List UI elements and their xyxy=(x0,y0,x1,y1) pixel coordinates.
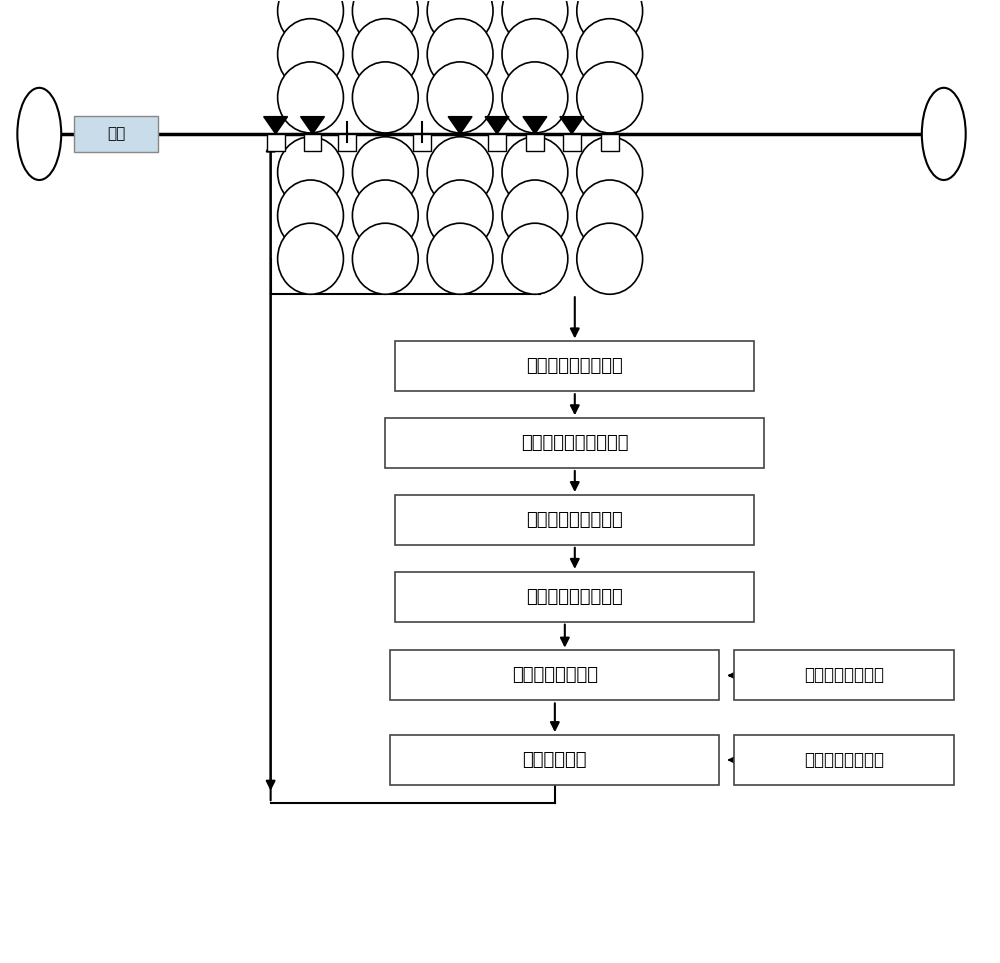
Ellipse shape xyxy=(577,223,643,295)
Polygon shape xyxy=(523,117,547,134)
FancyBboxPatch shape xyxy=(734,650,954,700)
Polygon shape xyxy=(485,117,509,134)
Text: 酸洗: 酸洗 xyxy=(107,126,125,142)
Ellipse shape xyxy=(352,223,418,295)
Bar xyxy=(601,134,619,151)
Ellipse shape xyxy=(352,0,418,46)
Ellipse shape xyxy=(427,223,493,295)
FancyBboxPatch shape xyxy=(74,116,158,152)
Ellipse shape xyxy=(278,180,343,251)
FancyBboxPatch shape xyxy=(385,418,764,468)
Ellipse shape xyxy=(502,137,568,208)
Ellipse shape xyxy=(502,62,568,133)
Text: 平坦度测量数据预处理: 平坦度测量数据预处理 xyxy=(521,434,629,452)
Ellipse shape xyxy=(17,88,61,180)
Ellipse shape xyxy=(352,180,418,251)
Bar xyxy=(563,134,581,151)
Ellipse shape xyxy=(577,62,643,133)
Ellipse shape xyxy=(278,18,343,90)
Ellipse shape xyxy=(577,137,643,208)
Ellipse shape xyxy=(922,88,966,180)
Ellipse shape xyxy=(577,180,643,251)
Text: 各区域平坦度评价: 各区域平坦度评价 xyxy=(512,666,598,685)
Bar xyxy=(488,134,506,151)
Bar xyxy=(413,134,431,151)
FancyBboxPatch shape xyxy=(390,650,719,700)
Ellipse shape xyxy=(352,62,418,133)
Ellipse shape xyxy=(278,62,343,133)
Text: 平坦度数据区域识别: 平坦度数据区域识别 xyxy=(526,511,623,529)
Ellipse shape xyxy=(278,0,343,46)
FancyBboxPatch shape xyxy=(395,572,754,622)
Ellipse shape xyxy=(427,18,493,90)
Polygon shape xyxy=(448,117,472,134)
Ellipse shape xyxy=(427,0,493,46)
FancyBboxPatch shape xyxy=(390,735,719,785)
Ellipse shape xyxy=(502,223,568,295)
Text: 工艺人员核实结果: 工艺人员核实结果 xyxy=(804,751,884,769)
Ellipse shape xyxy=(278,223,343,295)
Bar xyxy=(267,134,285,151)
Ellipse shape xyxy=(502,0,568,46)
Polygon shape xyxy=(264,117,288,134)
Bar xyxy=(304,134,321,151)
Ellipse shape xyxy=(427,180,493,251)
FancyBboxPatch shape xyxy=(395,495,754,545)
Text: 工艺人员确定标准: 工艺人员确定标准 xyxy=(804,666,884,685)
FancyBboxPatch shape xyxy=(734,735,954,785)
Bar xyxy=(526,134,544,151)
Ellipse shape xyxy=(352,137,418,208)
Ellipse shape xyxy=(502,18,568,90)
Polygon shape xyxy=(301,117,324,134)
Bar xyxy=(338,134,356,151)
Text: 评价结果应用: 评价结果应用 xyxy=(523,751,587,769)
Ellipse shape xyxy=(577,18,643,90)
Ellipse shape xyxy=(427,137,493,208)
Ellipse shape xyxy=(577,0,643,46)
Polygon shape xyxy=(560,117,584,134)
Text: 计算各区域平坦度值: 计算各区域平坦度值 xyxy=(526,587,623,606)
Ellipse shape xyxy=(352,18,418,90)
Ellipse shape xyxy=(278,137,343,208)
Ellipse shape xyxy=(427,62,493,133)
Text: 平坦度测量数据采集: 平坦度测量数据采集 xyxy=(526,357,623,376)
Ellipse shape xyxy=(502,180,568,251)
FancyBboxPatch shape xyxy=(395,341,754,391)
